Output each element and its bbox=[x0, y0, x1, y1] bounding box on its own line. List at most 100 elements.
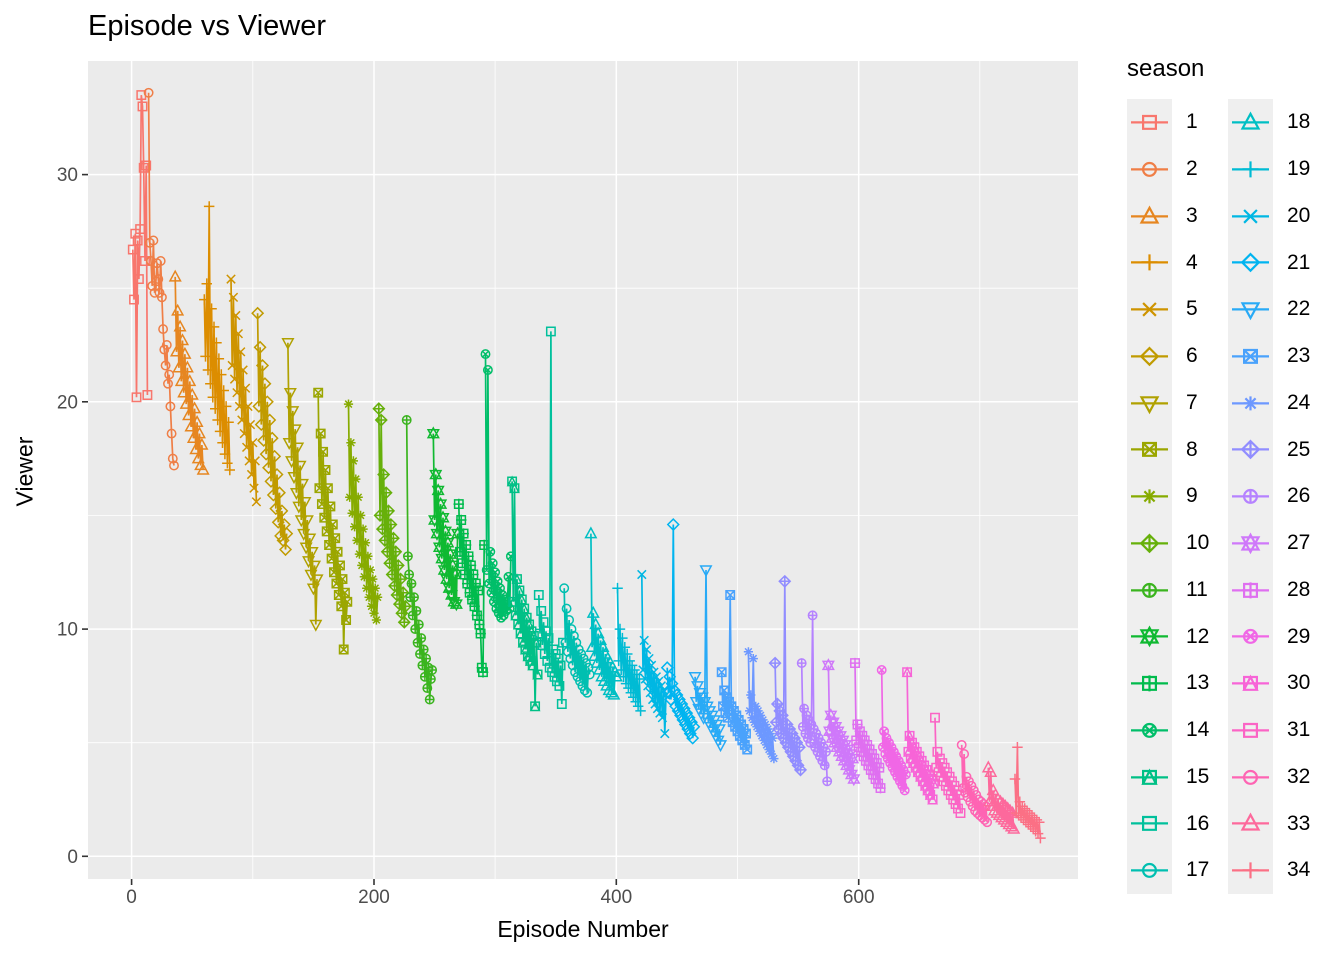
legend-label: 4 bbox=[1186, 250, 1198, 274]
legend-label: 31 bbox=[1287, 718, 1311, 742]
chart-title: Episode vs Viewer bbox=[88, 10, 327, 42]
legend-label: 2 bbox=[1186, 157, 1198, 181]
legend-item-33: 33 bbox=[1228, 800, 1329, 847]
series-markers-18 bbox=[584, 526, 623, 700]
legend-item-23: 23 bbox=[1228, 332, 1329, 380]
legend-key-cross-icon bbox=[1127, 286, 1172, 333]
legend-key-square-cross-icon bbox=[1127, 426, 1172, 473]
legend-label: 27 bbox=[1287, 531, 1311, 555]
legend-item-15: 15 bbox=[1127, 753, 1228, 801]
legend-label: 8 bbox=[1186, 437, 1198, 461]
legend-item-8: 8 bbox=[1127, 426, 1228, 473]
legend-label: 16 bbox=[1186, 811, 1210, 835]
legend-key-circle-icon bbox=[1228, 753, 1273, 801]
legend-key-circle-icon bbox=[1127, 847, 1172, 894]
series-markers-27 bbox=[821, 658, 861, 787]
legend-key-square-triangle-icon bbox=[1127, 753, 1172, 801]
legend-key-cross-icon bbox=[1228, 192, 1273, 240]
legend-item-4: 4 bbox=[1127, 239, 1228, 286]
legend-label: 24 bbox=[1287, 390, 1311, 414]
legend-item-19: 19 bbox=[1228, 145, 1329, 193]
legend-item-20: 20 bbox=[1228, 192, 1329, 240]
legend-label: 6 bbox=[1186, 344, 1198, 368]
legend-item-13: 13 bbox=[1127, 660, 1228, 707]
series-line-34 bbox=[1014, 747, 1042, 839]
legend-label: 30 bbox=[1287, 671, 1311, 695]
y-tick-label: 20 bbox=[57, 392, 78, 413]
legend-key-plus-icon bbox=[1127, 239, 1172, 286]
legend-key-star-six-icon bbox=[1127, 613, 1172, 660]
legend-item-34: 34 bbox=[1228, 847, 1329, 894]
y-tick-label: 10 bbox=[57, 620, 78, 641]
legend-key-square-triangle-icon bbox=[1228, 660, 1273, 707]
legend-item-3: 3 bbox=[1127, 192, 1228, 240]
series-markers-22 bbox=[688, 565, 728, 753]
series-markers-15 bbox=[506, 475, 544, 712]
legend-label: 17 bbox=[1186, 858, 1210, 882]
axis-ticks bbox=[82, 173, 860, 885]
legend-item-11: 11 bbox=[1127, 566, 1228, 614]
legend-label: 9 bbox=[1186, 484, 1198, 508]
legend-item-9: 9 bbox=[1127, 473, 1228, 520]
legend-label: 28 bbox=[1287, 577, 1311, 601]
legend-item-29: 29 bbox=[1228, 613, 1329, 660]
x-axis-title: Episode Number bbox=[497, 916, 669, 942]
legend-key-triangle-down-icon bbox=[1228, 286, 1273, 333]
legend-item-21: 21 bbox=[1228, 239, 1329, 286]
legend-title: season bbox=[1127, 55, 1205, 82]
series-markers-7 bbox=[281, 338, 324, 632]
legend-label: 10 bbox=[1186, 531, 1210, 555]
legend-label: 7 bbox=[1186, 390, 1198, 414]
legend-key-circle-plus-icon bbox=[1127, 566, 1172, 614]
x-tick-label: 600 bbox=[843, 887, 875, 908]
legend-key-diamond-icon bbox=[1127, 332, 1172, 380]
legend-label: 23 bbox=[1287, 344, 1311, 368]
legend-key-square-icon bbox=[1127, 99, 1172, 146]
legend-key-square-cross-icon bbox=[1228, 332, 1273, 380]
series-markers-14 bbox=[480, 349, 516, 623]
series-markers-24 bbox=[743, 647, 779, 764]
legend-label: 21 bbox=[1287, 250, 1311, 274]
legend-key-circle-cross-icon bbox=[1228, 613, 1273, 660]
legend-label: 22 bbox=[1287, 297, 1311, 321]
series-line-6 bbox=[256, 313, 288, 550]
series-markers-4 bbox=[199, 201, 235, 476]
legend-key-asterisk-icon bbox=[1127, 473, 1172, 520]
legend-label: 12 bbox=[1186, 624, 1210, 648]
series-line-7 bbox=[287, 342, 318, 625]
legend-key-diamond-plus-icon bbox=[1228, 426, 1273, 473]
series-markers-23 bbox=[716, 590, 753, 755]
x-tick-label: 0 bbox=[126, 887, 137, 908]
plot-panel bbox=[88, 61, 1078, 879]
series-markers-31 bbox=[930, 712, 966, 819]
legend-item-14: 14 bbox=[1127, 706, 1228, 754]
series-markers-5 bbox=[226, 274, 262, 507]
legend-label: 32 bbox=[1287, 764, 1311, 788]
legend-item-5: 5 bbox=[1127, 286, 1228, 333]
series-markers-6 bbox=[251, 306, 294, 557]
legend-item-12: 12 bbox=[1127, 613, 1228, 660]
legend-item-2: 2 bbox=[1127, 145, 1228, 193]
legend-label: 26 bbox=[1287, 484, 1311, 508]
legend-label: 19 bbox=[1287, 157, 1311, 181]
series-markers-33 bbox=[981, 760, 1021, 834]
series-markers-11 bbox=[401, 415, 438, 705]
series-markers-2 bbox=[143, 87, 179, 471]
legend-key-circle-icon bbox=[1127, 145, 1172, 193]
legend-key-triangle-down-icon bbox=[1127, 379, 1172, 427]
major-gridlines bbox=[88, 61, 1078, 879]
legend-item-16: 16 bbox=[1127, 800, 1228, 847]
legend-key-star-six-icon bbox=[1228, 519, 1273, 567]
legend-item-26: 26 bbox=[1228, 473, 1329, 520]
y-axis-title: Viewer bbox=[11, 436, 38, 507]
legend-label: 29 bbox=[1287, 624, 1311, 648]
y-tick-label: 30 bbox=[57, 165, 78, 186]
series-line-4 bbox=[203, 206, 231, 471]
legend-label: 11 bbox=[1186, 577, 1208, 601]
legend-key-triangle-up-icon bbox=[1127, 192, 1172, 240]
legend-key-square-plus-icon bbox=[1127, 660, 1172, 707]
legend-key-plus-icon bbox=[1228, 145, 1273, 193]
legend-item-32: 32 bbox=[1228, 753, 1329, 801]
legend-key-circle-plus-icon bbox=[1228, 473, 1273, 520]
legend-label: 13 bbox=[1186, 671, 1210, 695]
